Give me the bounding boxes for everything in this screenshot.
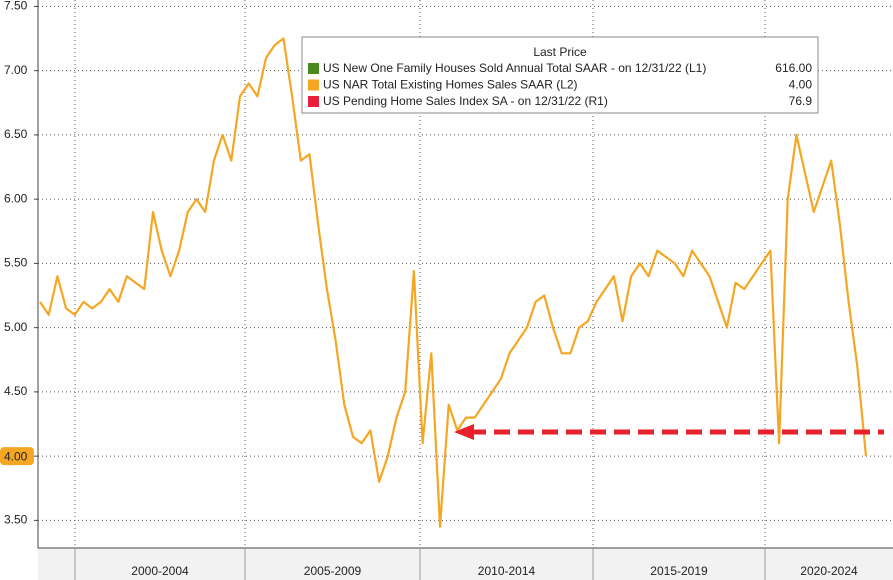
current-value-label: 4.00 xyxy=(4,449,28,463)
x-axis-band xyxy=(38,548,893,580)
legend-swatch xyxy=(308,79,319,91)
legend-label: US Pending Home Sales Index SA - on 12/3… xyxy=(323,94,608,108)
legend-swatch xyxy=(308,63,319,74)
legend-title: Last Price xyxy=(533,45,587,59)
x-tick-label: 2005-2009 xyxy=(304,564,362,578)
legend-value: 616.00 xyxy=(775,61,812,75)
x-tick-label: 2020-2024 xyxy=(800,564,858,578)
x-tick-label: 2015-2019 xyxy=(650,564,708,578)
legend-label: US New One Family Houses Sold Annual Tot… xyxy=(323,61,706,75)
legend-box xyxy=(301,36,819,114)
legend-swatch xyxy=(308,96,319,107)
y-tick-label: 7.50 xyxy=(4,0,28,13)
annotation-arrow xyxy=(454,424,884,440)
legend-value: 4.00 xyxy=(789,78,813,92)
y-tick-label: 4.50 xyxy=(4,384,28,398)
y-tick-label: 6.00 xyxy=(4,191,28,205)
legend-value: 76.9 xyxy=(789,94,813,108)
line-series xyxy=(39,37,868,528)
y-tick-label: 6.50 xyxy=(4,127,28,141)
x-tick-label: 2000-2004 xyxy=(131,564,189,578)
legend-label: US NAR Total Existing Homes Sales SAAR (… xyxy=(323,78,578,92)
y-tick-label: 5.00 xyxy=(4,320,28,334)
y-tick-label: 5.50 xyxy=(4,256,28,270)
current-value-badge xyxy=(0,447,34,466)
y-tick-label: 3.50 xyxy=(4,513,28,527)
legend: Last Price US New One Family Houses Sold… xyxy=(301,36,819,114)
y-tick-label: 7.00 xyxy=(4,63,28,77)
x-tick-label: 2010-2014 xyxy=(478,564,536,578)
